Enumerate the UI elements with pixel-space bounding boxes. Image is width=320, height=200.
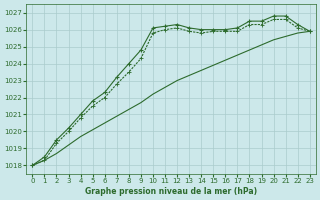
X-axis label: Graphe pression niveau de la mer (hPa): Graphe pression niveau de la mer (hPa) — [85, 187, 257, 196]
